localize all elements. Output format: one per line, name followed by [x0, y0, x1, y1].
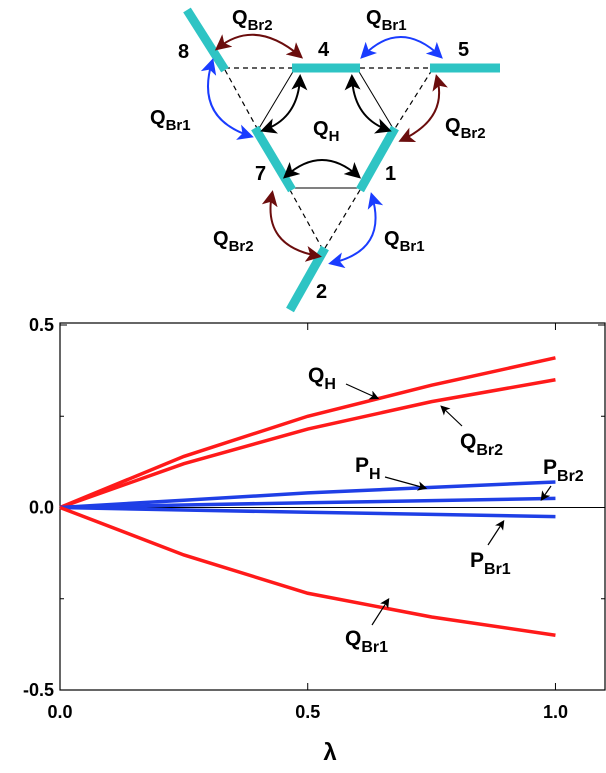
- subscript: Br1: [361, 639, 388, 656]
- arrow: [218, 35, 300, 56]
- subscript: Br2: [229, 238, 254, 255]
- symbol: Q: [308, 364, 324, 387]
- arrow: [264, 78, 300, 130]
- dashed-bond: [325, 190, 360, 248]
- arrow: [208, 62, 250, 136]
- y-tick-label: 0.5: [29, 315, 54, 335]
- symbol: Q: [232, 7, 248, 29]
- figure: 8 4 5 7 1 2 QBr2 QBr1 QBr1 QH QBr2 QBr2 …: [0, 0, 606, 773]
- subscript: Br1: [484, 561, 511, 578]
- rate-label: QBr1: [384, 228, 425, 255]
- node-label: 7: [255, 163, 266, 185]
- x-tick-label: 0.5: [295, 702, 320, 722]
- series-label: QBr2: [460, 430, 503, 459]
- symbol: Q: [345, 627, 361, 650]
- symbol: Q: [313, 118, 329, 140]
- node-label: 5: [458, 39, 469, 61]
- rate-label: QBr2: [213, 228, 254, 255]
- arrow: [270, 194, 318, 256]
- bond: [258, 70, 294, 130]
- symbol: Q: [213, 228, 229, 250]
- bond: [358, 70, 394, 130]
- arrow: [332, 196, 376, 263]
- symbol: Q: [366, 7, 382, 29]
- subscript: Br2: [476, 442, 503, 459]
- node-label: 4: [318, 39, 330, 61]
- rate-label: QBr2: [232, 7, 273, 34]
- subscript: Br2: [557, 468, 584, 485]
- subscript: Br1: [166, 117, 191, 134]
- annotation-arrow: [385, 477, 425, 488]
- arrow: [363, 37, 440, 56]
- y-tick-label: -0.5: [23, 680, 54, 700]
- arrow: [352, 78, 388, 130]
- x-tick-label: 1.0: [543, 702, 568, 722]
- rate-label: QH: [313, 118, 339, 145]
- x-axis-label: λ: [323, 739, 336, 766]
- series-line: [60, 508, 555, 517]
- node-label: 8: [178, 41, 189, 63]
- annotation-arrow: [488, 522, 503, 545]
- subscript: Br2: [248, 17, 273, 34]
- series-label: QH: [308, 364, 336, 393]
- symbol: Q: [445, 115, 461, 137]
- annotation-arrow: [346, 384, 377, 398]
- rate-label: QBr1: [150, 107, 191, 134]
- symbol: P: [543, 456, 557, 479]
- subscript: Br1: [382, 17, 407, 34]
- series-label: PH: [355, 454, 381, 483]
- node-label: 1: [385, 163, 396, 185]
- series-label: QBr1: [345, 627, 388, 656]
- x-tick-label: 0.0: [47, 702, 72, 722]
- subscript: H: [324, 376, 336, 393]
- symbol: P: [355, 454, 369, 477]
- subscript: H: [329, 128, 340, 145]
- dashed-bond: [290, 190, 322, 248]
- dashed-bond: [225, 70, 258, 130]
- subscript: Br1: [400, 238, 425, 255]
- symbol: Q: [150, 107, 166, 129]
- subscript: Br2: [461, 125, 486, 142]
- bond-bar: [187, 10, 225, 70]
- node-label: 2: [316, 281, 327, 303]
- annotation-arrow: [372, 600, 388, 625]
- dashed-bond: [394, 70, 432, 130]
- symbol: P: [470, 549, 484, 572]
- rate-label: QBr2: [445, 115, 486, 142]
- arrow: [286, 160, 358, 176]
- rate-label: QBr1: [366, 7, 407, 34]
- symbol: Q: [460, 430, 476, 453]
- annotation-arrow: [442, 407, 462, 426]
- series-label: PBr1: [470, 549, 511, 578]
- symbol: Q: [384, 228, 400, 250]
- diagram: 8 4 5 7 1 2 QBr2 QBr1 QBr1 QH QBr2 QBr2 …: [150, 7, 500, 310]
- y-tick-label: 0.0: [29, 498, 54, 518]
- subscript: H: [369, 466, 381, 483]
